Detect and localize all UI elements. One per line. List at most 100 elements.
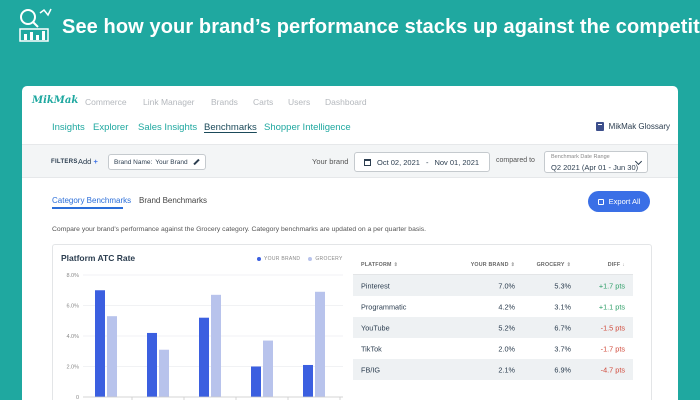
header-grocery[interactable]: GROCERY ⇕ [537, 262, 571, 268]
diff-cell: +1.7 pts [598, 281, 625, 290]
top-nav: MikMak Commerce Link Manager Brands Cart… [22, 86, 678, 114]
nav-commerce[interactable]: Commerce [85, 97, 127, 107]
benchmark-panel: Platform ATC Rate YOUR BRAND GROCERY 0 2.… [52, 244, 652, 400]
header-diff-label: DIFF [607, 261, 621, 268]
y-tick-label: 6.0% [66, 304, 79, 310]
your-brand-cell: 2.1% [498, 365, 515, 374]
tab-benchmarks[interactable]: Benchmarks [204, 122, 257, 133]
your-brand-label: Your brand [312, 157, 349, 166]
active-tab-indicator [52, 207, 123, 209]
tab-sales-insights[interactable]: Sales Insights [138, 122, 198, 133]
chart-title: Platform ATC Rate [61, 253, 136, 263]
nav-brands[interactable]: Brands [211, 97, 238, 107]
diff-cell: +1.1 pts [598, 302, 625, 311]
analytics-icon [19, 8, 52, 42]
sort-icon: ⇕ [566, 261, 571, 268]
bar-grocery [211, 294, 221, 397]
header-your-brand-label: YOUR BRAND [470, 261, 509, 268]
date-end: Nov 01, 2021 [434, 157, 480, 167]
filters-label: FILTERS [51, 159, 78, 165]
table-row: Programmatic 4.2% 3.1% +1.1 pts [353, 296, 633, 317]
platform-cell: YouTube [361, 323, 390, 332]
grocery-cell: 6.9% [554, 365, 571, 374]
benchmark-description: Compare your brand's performance against… [52, 226, 427, 233]
legend-dot-your-brand [257, 257, 261, 261]
sub-nav: Insights Explorer Sales Insights Benchma… [22, 114, 678, 142]
sort-desc-icon: ↓ [622, 261, 625, 268]
add-filter-label: Add [78, 157, 92, 166]
header-platform-label: PLATFORM [361, 261, 392, 268]
y-tick-label: 4.0% [66, 334, 79, 340]
header-platform[interactable]: PLATFORM ⇕ [361, 262, 398, 268]
tab-category-benchmarks[interactable]: Category Benchmarks [52, 196, 132, 205]
atc-rate-chart: 02.0%4.0%6.0%8.0%PINTERE...PROGRAM...YOU… [66, 273, 343, 400]
nav-link-manager[interactable]: Link Manager [143, 97, 195, 107]
tab-shopper-intelligence[interactable]: Shopper Intelligence [264, 122, 351, 133]
bar-your-brand [147, 332, 157, 397]
compared-to-label: compared to [496, 157, 535, 164]
grocery-cell: 3.7% [554, 344, 571, 353]
table-header: PLATFORM ⇕ YOUR BRAND ⇕ GROCERY ⇕ DIFF ↓ [353, 255, 633, 275]
platform-cell: FB/IG [361, 365, 381, 374]
export-all-button[interactable]: Export All [588, 191, 650, 212]
bar-grocery [159, 349, 169, 397]
promo-banner: See how your brand’s performance stacks … [0, 0, 700, 70]
legend-your-brand-label: YOUR BRAND [264, 256, 301, 262]
table-body: Pinterest 7.0% 5.3% +1.7 pts Programmatic 4.2… [353, 275, 633, 380]
sort-icon: ⇕ [510, 261, 515, 268]
table-row: FB/IG 2.1% 6.9% -4.7 pts [353, 359, 633, 380]
date-range-picker[interactable]: Oct 02, 2021 - Nov 01, 2021 [354, 152, 490, 172]
benchmark-range-label: Benchmark Date Range [551, 154, 610, 160]
glossary-link[interactable]: MikMak Glossary [595, 122, 670, 131]
brand-chip-label: Brand Name: [114, 158, 153, 166]
diff-cell: -4.7 pts [600, 365, 625, 374]
bar-grocery [263, 340, 273, 397]
header-diff[interactable]: DIFF ↓ [608, 262, 625, 268]
platform-cell: TikTok [361, 344, 382, 353]
grocery-cell: 3.1% [554, 302, 571, 311]
diff-cell: -1.5 pts [600, 323, 625, 332]
table-row: Pinterest 7.0% 5.3% +1.7 pts [353, 275, 633, 296]
sort-icon: ⇕ [393, 261, 399, 268]
grocery-cell: 6.7% [554, 323, 571, 332]
your-brand-cell: 5.2% [498, 323, 515, 332]
y-tick-label: 2.0% [66, 365, 79, 371]
header-grocery-label: GROCERY [536, 261, 565, 268]
bar-your-brand [303, 364, 313, 397]
legend-your-brand: YOUR BRAND [257, 256, 300, 262]
your-brand-cell: 7.0% [498, 281, 515, 290]
bar-grocery [315, 291, 325, 397]
bar-your-brand [251, 366, 261, 397]
date-separator: - [425, 157, 429, 167]
tab-brand-benchmarks[interactable]: Brand Benchmarks [139, 196, 208, 205]
brand-filter-chip[interactable]: Brand Name: Your Brand [108, 154, 206, 170]
benchmark-range-value: Q2 2021 (Apr 01 - Jun 30) [551, 163, 639, 172]
benchmark-range-select[interactable]: Benchmark Date Range Q2 2021 (Apr 01 - J… [544, 151, 648, 173]
your-brand-cell: 2.0% [498, 344, 515, 353]
book-icon [595, 122, 604, 131]
bar-your-brand [199, 317, 209, 397]
banner-title: See how your brand’s performance stacks … [62, 16, 700, 38]
brand-chip-value: Your Brand [155, 158, 188, 166]
pencil-icon[interactable] [192, 158, 200, 166]
glossary-label: MikMak Glossary [608, 122, 670, 131]
bar-grocery [107, 316, 117, 397]
platform-cell: Pinterest [361, 281, 390, 290]
mikmak-logo[interactable]: MikMak [32, 95, 79, 106]
diff-cell: -1.7 pts [600, 344, 625, 353]
plus-icon: + [93, 157, 98, 166]
header-your-brand[interactable]: YOUR BRAND ⇕ [471, 262, 515, 268]
nav-users[interactable]: Users [288, 97, 311, 107]
grocery-cell: 5.3% [554, 281, 571, 290]
filter-bar: FILTERS Add + Brand Name: Your Brand You… [22, 144, 678, 178]
tab-insights[interactable]: Insights [52, 122, 85, 133]
nav-dashboard[interactable]: Dashboard [325, 97, 367, 107]
legend-grocery: GROCERY [308, 256, 342, 262]
app-window: MikMak Commerce Link Manager Brands Cart… [22, 86, 678, 400]
add-filter-button[interactable]: Add + [78, 157, 98, 166]
export-icon [597, 198, 604, 205]
nav-carts[interactable]: Carts [253, 97, 274, 107]
tab-explorer[interactable]: Explorer [93, 122, 129, 133]
legend-grocery-label: GROCERY [315, 256, 343, 262]
calendar-icon [364, 158, 371, 166]
